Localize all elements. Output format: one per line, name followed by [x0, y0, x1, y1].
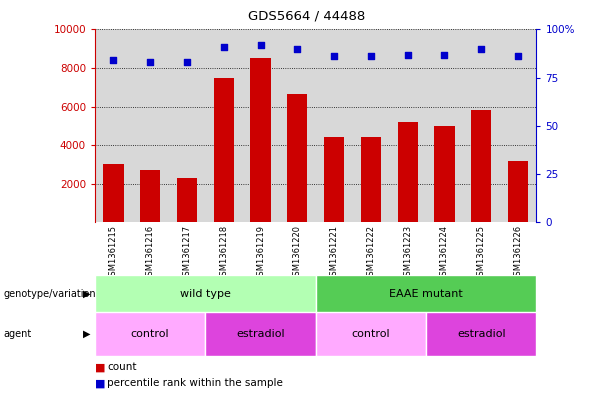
Text: ▶: ▶: [83, 289, 90, 299]
Point: [440, 51, 449, 58]
Text: GSM1361219: GSM1361219: [256, 225, 265, 281]
Bar: [508, 162, 528, 222]
Bar: [324, 137, 345, 222]
Text: ▶: ▶: [83, 329, 90, 339]
Text: GSM1361225: GSM1361225: [477, 225, 485, 281]
Text: ■: ■: [95, 378, 105, 388]
Text: GSM1361223: GSM1361223: [403, 225, 412, 281]
Bar: [398, 122, 418, 222]
Point: [256, 42, 265, 48]
Bar: [177, 178, 197, 222]
Point: [329, 53, 339, 60]
Text: control: control: [131, 329, 170, 339]
Bar: [95, 275, 316, 312]
Bar: [95, 312, 205, 356]
Text: genotype/variation: genotype/variation: [3, 289, 96, 299]
Point: [219, 44, 229, 50]
Bar: [214, 77, 234, 222]
Point: [292, 46, 302, 52]
Text: GSM1361226: GSM1361226: [514, 225, 522, 281]
Text: count: count: [107, 362, 137, 373]
Text: GSM1361220: GSM1361220: [293, 225, 302, 281]
Point: [513, 53, 523, 60]
Text: GSM1361216: GSM1361216: [146, 225, 154, 281]
Text: GSM1361224: GSM1361224: [440, 225, 449, 281]
Bar: [103, 164, 124, 222]
Text: GSM1361218: GSM1361218: [219, 225, 228, 281]
Text: GSM1361221: GSM1361221: [330, 225, 338, 281]
Bar: [316, 312, 426, 356]
Bar: [435, 126, 455, 222]
Text: GDS5664 / 44488: GDS5664 / 44488: [248, 10, 365, 23]
Point: [109, 57, 118, 63]
Bar: [316, 275, 536, 312]
Bar: [251, 58, 271, 222]
Bar: [287, 94, 308, 222]
Text: GSM1361217: GSM1361217: [183, 225, 191, 281]
Text: control: control: [351, 329, 390, 339]
Text: wild type: wild type: [180, 289, 230, 299]
Bar: [140, 170, 161, 222]
Point: [366, 53, 376, 60]
Text: GSM1361215: GSM1361215: [109, 225, 118, 281]
Point: [182, 59, 192, 65]
Text: agent: agent: [3, 329, 31, 339]
Point: [145, 59, 155, 65]
Bar: [426, 312, 536, 356]
Text: GSM1361222: GSM1361222: [367, 225, 375, 281]
Text: estradiol: estradiol: [236, 329, 285, 339]
Text: ■: ■: [95, 362, 105, 373]
Bar: [471, 110, 492, 222]
Text: percentile rank within the sample: percentile rank within the sample: [107, 378, 283, 388]
Point: [403, 51, 413, 58]
Text: EAAE mutant: EAAE mutant: [389, 289, 463, 299]
Text: estradiol: estradiol: [457, 329, 506, 339]
Bar: [205, 312, 316, 356]
Point: [476, 46, 486, 52]
Bar: [361, 137, 381, 222]
